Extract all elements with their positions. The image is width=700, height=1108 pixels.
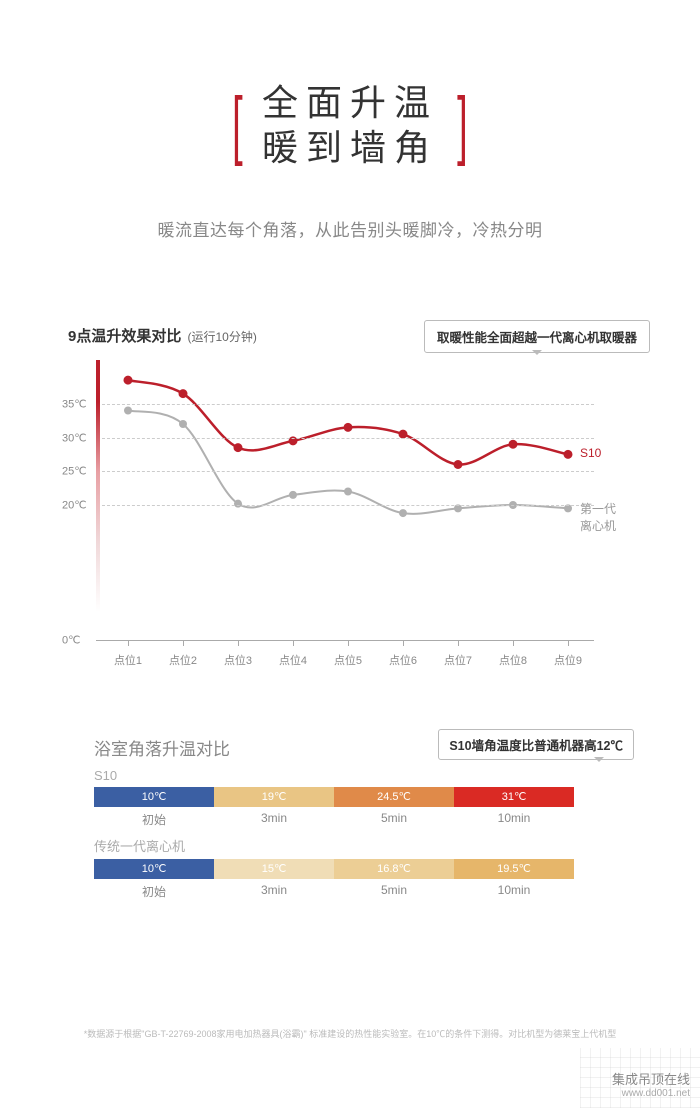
x-tick-label: 点位9 [554,652,582,668]
title-line2: 暖到墙角 [262,125,438,170]
left-bracket-icon: [ [232,87,243,163]
gauge-segment: 10℃ [94,859,214,879]
gauge-segment: 15℃ [214,859,334,879]
time-label: 3min [214,883,334,900]
time-label: 初始 [94,883,214,900]
time-label: 5min [334,883,454,900]
gauge-segment: 24.5℃ [334,787,454,807]
y-tick-label: 25℃ [62,465,87,478]
time-label: 5min [334,811,454,828]
right-bracket-icon: ] [457,87,468,163]
gauge-segment: 19.5℃ [454,859,574,879]
s10-marker [344,423,353,432]
main-title: 全面升温 暖到墙角 [262,80,438,170]
y-tick-label: 30℃ [62,431,87,444]
y-tick-label: 20℃ [62,499,87,512]
gauge-segment: 31℃ [454,787,574,807]
gen1-marker [344,488,352,496]
subtitle: 暖流直达每个角落，从此告别头暖脚冷，冷热分明 [0,216,700,241]
chart-svg [68,360,618,670]
time-label-row: 初始3min5min10min [94,811,574,828]
y-gridline [102,505,594,506]
y-gridline [102,471,594,472]
s10-marker [564,450,573,459]
x-tick-label: 点位3 [224,652,252,668]
y-gridline [102,404,594,405]
s10-line [128,380,568,464]
gen1-marker [179,420,187,428]
line-chart: 0℃20℃25℃30℃35℃点位1点位2点位3点位4点位5点位6点位7点位8点位… [68,360,618,670]
gen1-series-label: 第一代离心机 [580,500,618,534]
gauge-bar: 10℃15℃16.8℃19.5℃ [94,859,574,879]
gauge-segment: 10℃ [94,787,214,807]
time-label-row: 初始3min5min10min [94,883,574,900]
gauge-container: S1010℃19℃24.5℃31℃初始3min5min10min传统一代离心机1… [94,768,604,900]
title-block: [ 全面升温 暖到墙角 ] [227,80,473,170]
s10-marker [124,376,133,385]
chart-title: 9点温升效果对比 (运行10分钟) [68,325,257,346]
gauge-segment: 16.8℃ [334,859,454,879]
corner-temp-section: 浴室角落升温对比 S10墙角温度比普通机器高12℃ S1010℃19℃24.5℃… [94,735,604,900]
x-tick-mark [513,640,514,646]
footnote: *数据源于根据"GB-T-22769-2008家用电加热器具(浴霸)" 标准建设… [0,1027,700,1040]
chart-tooltip: 取暖性能全面超越一代离心机取暖器 [424,320,650,353]
gen1-marker [124,407,132,415]
gauge-row-label: 传统一代离心机 [94,836,604,855]
x-tick-mark [128,640,129,646]
time-label: 10min [454,883,574,900]
x-tick-mark [403,640,404,646]
s10-series-label: S10 [580,446,601,460]
x-tick-mark [183,640,184,646]
y-gridline [102,438,594,439]
x-tick-mark [458,640,459,646]
x-tick-label: 点位6 [389,652,417,668]
s10-marker [179,389,188,398]
x-tick-mark [568,640,569,646]
y-tick-label: 0℃ [62,634,80,647]
s10-marker [234,443,243,452]
gauge-row-label: S10 [94,768,604,783]
watermark-line1: 集成吊顶在线 [612,1072,690,1088]
time-label: 10min [454,811,574,828]
x-tick-label: 点位7 [444,652,472,668]
s10-marker [509,440,518,449]
s10-marker [454,460,463,469]
watermark: 集成吊顶在线 www.dd001.net [612,1072,690,1100]
gen1-marker [234,500,242,508]
chart-title-sub: (运行10分钟) [188,330,257,344]
time-label: 3min [214,811,334,828]
gen1-marker [289,491,297,499]
title-line1: 全面升温 [262,80,438,125]
section2-tooltip: S10墙角温度比普通机器高12℃ [438,729,634,760]
x-tick-label: 点位1 [114,652,142,668]
chart-title-bold: 9点温升效果对比 [68,328,181,345]
x-tick-label: 点位5 [334,652,362,668]
x-tick-label: 点位2 [169,652,197,668]
watermark-line2: www.dd001.net [612,1088,690,1100]
x-tick-mark [348,640,349,646]
y-tick-label: 35℃ [62,397,87,410]
time-label: 初始 [94,811,214,828]
gauge-segment: 19℃ [214,787,334,807]
x-tick-mark [293,640,294,646]
x-tick-mark [238,640,239,646]
x-tick-label: 点位4 [279,652,307,668]
x-tick-label: 点位8 [499,652,527,668]
gen1-marker [399,509,407,517]
gauge-bar: 10℃19℃24.5℃31℃ [94,787,574,807]
